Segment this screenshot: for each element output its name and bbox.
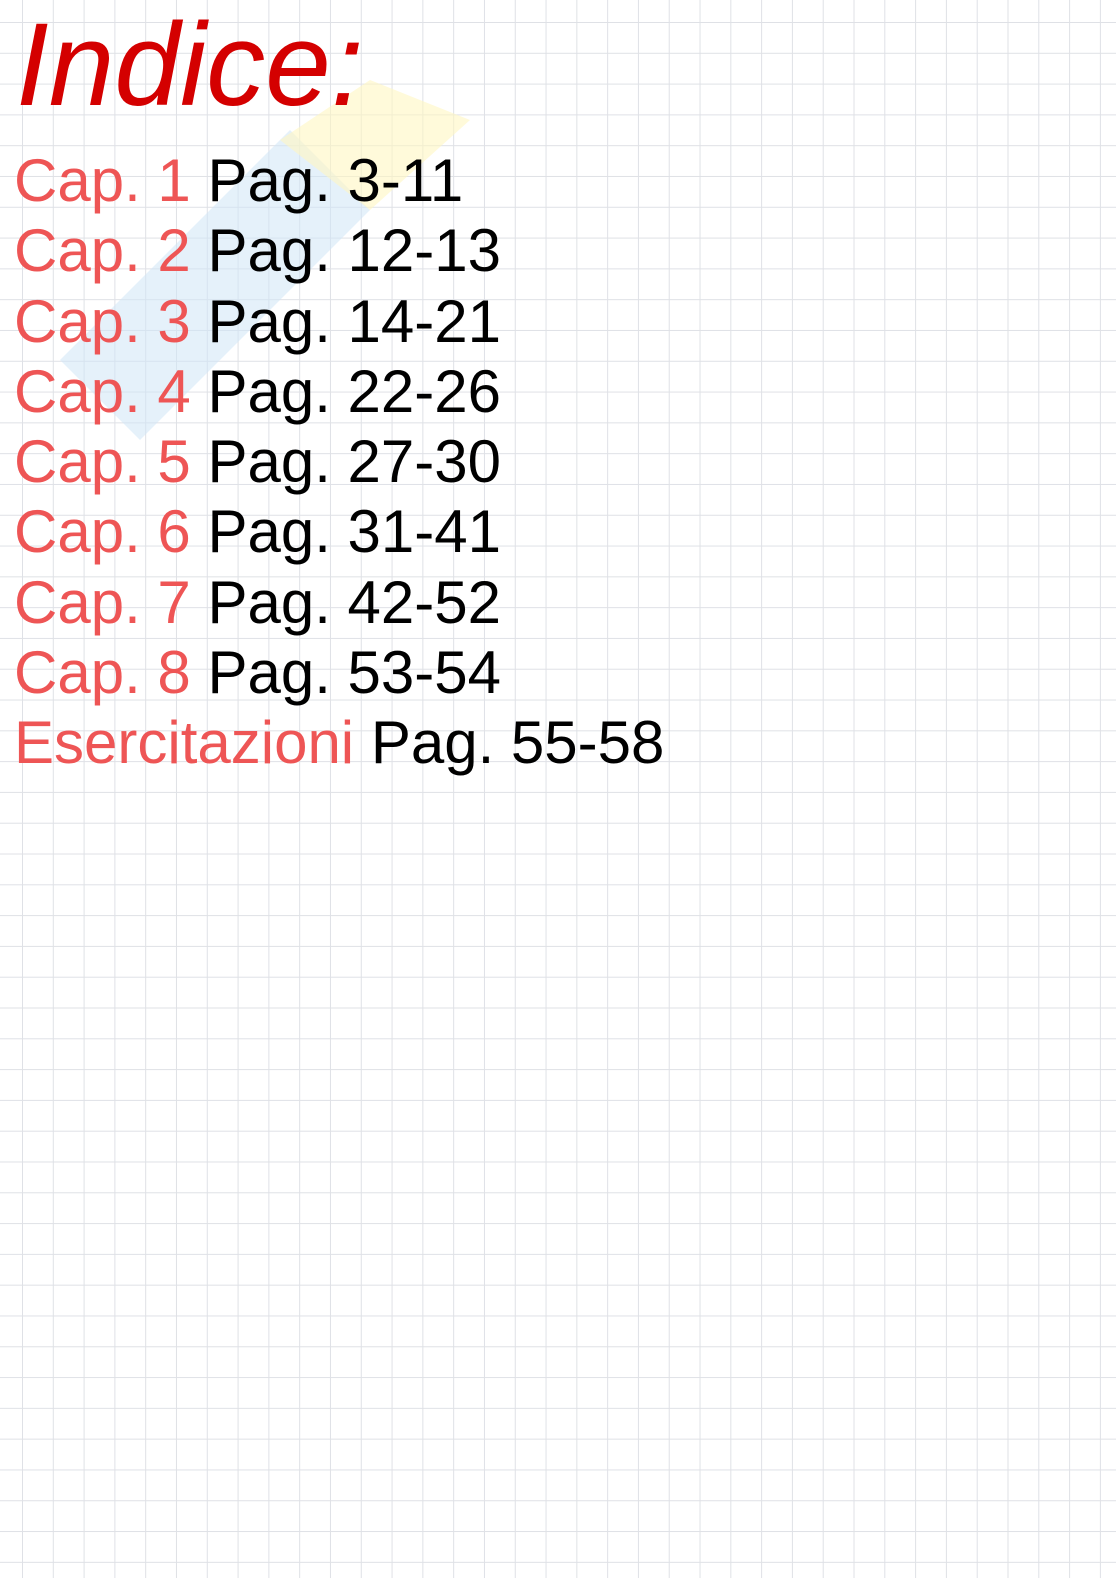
toc-entry: Cap. 6 Pag. 31-41	[14, 497, 664, 567]
page-range: Pag. 42-52	[207, 568, 502, 636]
page-range: Pag. 55-58	[370, 709, 665, 777]
toc-entry: Cap. 1 Pag. 3-11	[14, 146, 664, 216]
toc-entry: Esercitazioni Pag. 55-58	[14, 708, 664, 778]
page-range: Pag. 31-41	[207, 498, 502, 566]
chapter-label: Cap. 4	[14, 357, 191, 425]
chapter-label: Cap. 5	[14, 428, 191, 496]
chapter-label: Cap. 8	[14, 639, 191, 707]
page-range: Pag. 53-54	[207, 639, 502, 707]
toc-entry: Cap. 7 Pag. 42-52	[14, 568, 664, 638]
toc-entry: Cap. 3 Pag. 14-21	[14, 287, 664, 357]
page-range: Pag. 12-13	[207, 217, 502, 285]
page-title: Indice:	[16, 0, 364, 131]
toc-entry: Cap. 4 Pag. 22-26	[14, 357, 664, 427]
chapter-label: Cap. 2	[14, 217, 191, 285]
toc-entry: Cap. 8 Pag. 53-54	[14, 638, 664, 708]
page-range: Pag. 27-30	[207, 428, 502, 496]
exercises-label: Esercitazioni	[14, 709, 355, 777]
table-of-contents: Cap. 1 Pag. 3-11 Cap. 2 Pag. 12-13 Cap. …	[14, 146, 664, 779]
page-range: Pag. 22-26	[207, 357, 502, 425]
chapter-label: Cap. 6	[14, 498, 191, 566]
page-range: Pag. 3-11	[207, 147, 464, 214]
chapter-label: Cap. 7	[14, 568, 191, 636]
toc-entry: Cap. 5 Pag. 27-30	[14, 427, 664, 497]
chapter-label: Cap. 3	[14, 287, 191, 355]
page-range: Pag. 14-21	[207, 287, 502, 355]
chapter-label: Cap. 1	[14, 147, 191, 214]
toc-entry: Cap. 2 Pag. 12-13	[14, 216, 664, 286]
